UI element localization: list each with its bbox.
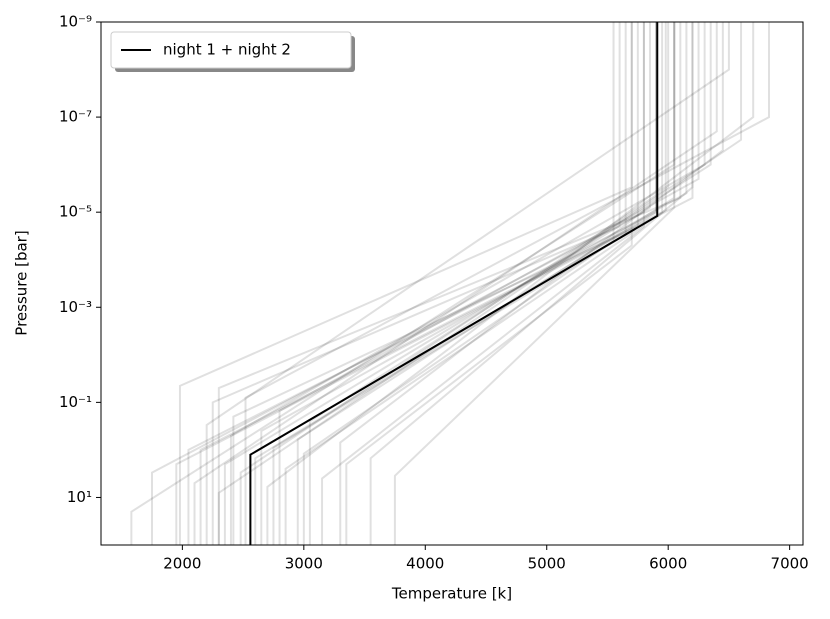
- legend-box: [110, 31, 352, 69]
- x-tick-label: 5000: [528, 555, 566, 573]
- sample-line: [232, 22, 639, 545]
- sample-line: [339, 22, 724, 545]
- y-tick-label: 10⁻⁹: [59, 13, 92, 31]
- x-tick-label: 3000: [285, 555, 323, 573]
- sample-line: [130, 22, 676, 545]
- sample-line: [244, 22, 770, 545]
- y-axis-label: Pressure [bar]: [13, 230, 31, 335]
- sample-line: [369, 22, 694, 545]
- sample-line: [393, 22, 676, 545]
- axes-frame: [100, 21, 804, 546]
- plot-area: [130, 22, 770, 545]
- sample-line: [239, 22, 670, 545]
- sample-line: [205, 22, 730, 545]
- x-tick-label: 7000: [771, 555, 809, 573]
- sample-line: [321, 22, 645, 545]
- sample-line: [308, 22, 712, 545]
- x-tick-label: 6000: [649, 555, 687, 573]
- y-tick-label: 10⁻³: [59, 298, 92, 316]
- x-tick-label: 2000: [163, 555, 201, 573]
- y-tick-label: 10¹: [67, 488, 92, 506]
- sample-line: [151, 22, 645, 545]
- sample-line: [178, 22, 633, 545]
- sample-line: [278, 22, 700, 545]
- sample-line: [223, 22, 651, 545]
- x-axis-label: Temperature [k]: [391, 585, 512, 603]
- y-tick-label: 10⁻¹: [59, 393, 92, 411]
- sample-line: [229, 22, 706, 545]
- series-line: [249, 22, 659, 545]
- sample-line: [272, 22, 627, 545]
- sample-line: [217, 22, 743, 545]
- legend-label: night 1 + night 2: [163, 41, 291, 59]
- y-tick-label: 10⁻⁷: [59, 108, 92, 126]
- sample-line: [199, 22, 664, 545]
- sample-line: [175, 22, 694, 545]
- sample-line: [345, 22, 633, 545]
- sample-line: [193, 22, 718, 545]
- y-tick-label: 10⁻⁵: [59, 203, 92, 221]
- sample-line: [187, 22, 658, 545]
- sample-line: [260, 22, 688, 545]
- sample-line: [284, 22, 667, 545]
- sample-line: [296, 22, 676, 545]
- sample-line: [211, 22, 621, 545]
- x-tick-label: 4000: [406, 555, 444, 573]
- sample-line: [302, 22, 615, 545]
- sample-line: [217, 22, 682, 545]
